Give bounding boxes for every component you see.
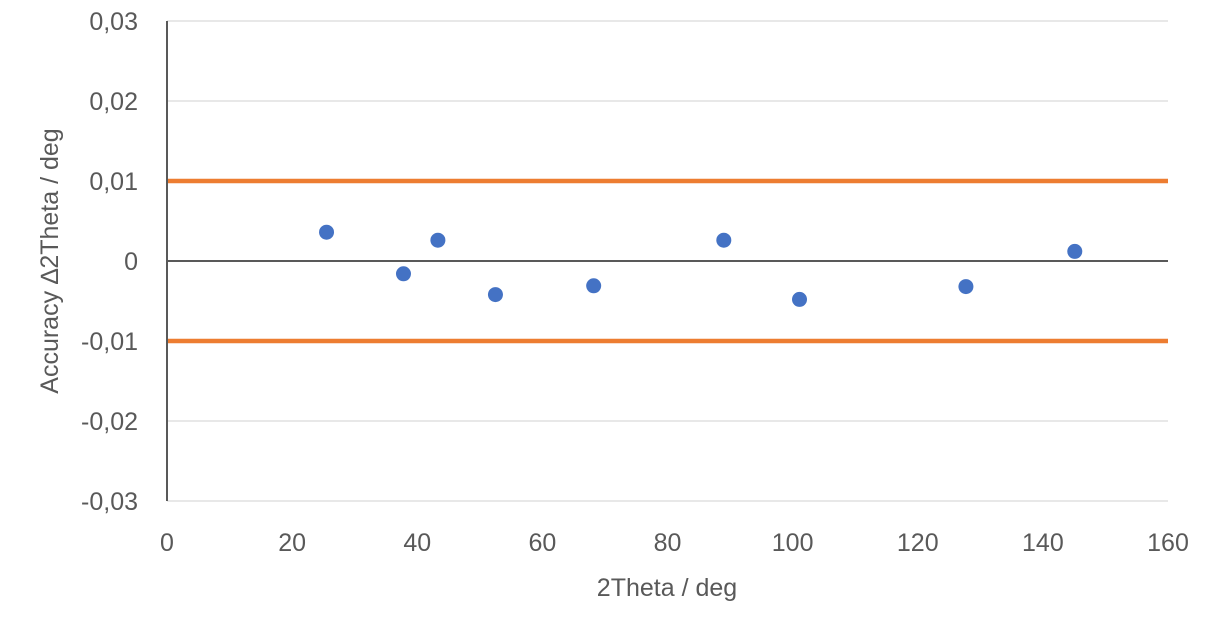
- y-tick-label: -0,03: [81, 488, 138, 516]
- y-tick-label: 0,01: [89, 168, 138, 196]
- x-tick-label: 120: [897, 529, 939, 557]
- x-tick-label: 160: [1147, 529, 1189, 557]
- x-tick-label: 100: [772, 529, 814, 557]
- y-tick-label: 0: [124, 248, 138, 276]
- data-point: [395, 266, 411, 282]
- x-tick-label: 0: [160, 529, 174, 557]
- x-axis-title: 2Theta / deg: [597, 574, 737, 602]
- data-point: [319, 224, 335, 240]
- y-tick-labels: 0,03 0,02 0,01 0 -0,01 -0,02 -0,03: [81, 8, 138, 516]
- x-tick-label: 40: [403, 529, 431, 557]
- y-tick-label: 0,02: [89, 88, 138, 116]
- y-tick-label: 0,03: [89, 8, 138, 36]
- reference-lines: [167, 178, 1168, 344]
- data-point: [430, 232, 446, 248]
- x-tick-label: 20: [278, 529, 306, 557]
- data-points: [319, 224, 1083, 307]
- x-tick-labels: 0 20 40 60 80 100 120 140 160: [160, 529, 1189, 557]
- data-point: [1067, 243, 1083, 259]
- axes: [166, 21, 1168, 501]
- data-point: [792, 291, 808, 307]
- data-point: [487, 287, 503, 303]
- data-point: [586, 278, 602, 294]
- y-tick-label: -0,02: [81, 408, 138, 436]
- y-axis-title: Accuracy ∆2Theta / deg: [36, 128, 64, 393]
- data-point: [716, 232, 732, 248]
- x-tick-label: 60: [528, 529, 556, 557]
- y-tick-label: -0,01: [81, 328, 138, 356]
- x-tick-label: 140: [1022, 529, 1064, 557]
- x-tick-label: 80: [654, 529, 682, 557]
- data-point: [958, 279, 974, 295]
